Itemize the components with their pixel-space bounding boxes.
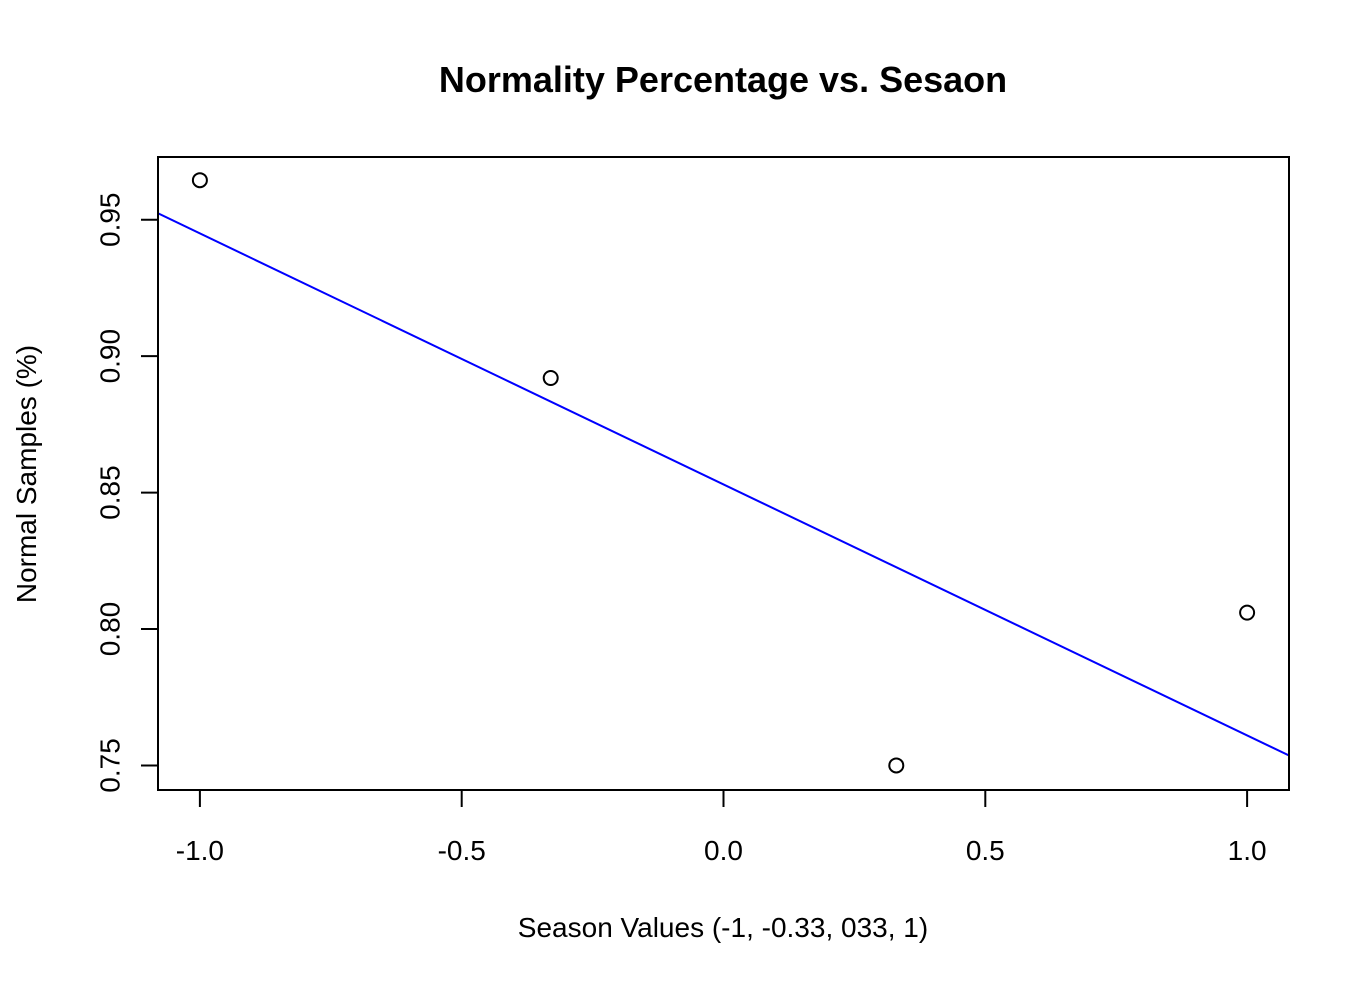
- plot-frame: [157, 156, 1290, 791]
- data-point: [1239, 604, 1256, 621]
- y-tick-label: 0.75: [94, 738, 125, 793]
- y-axis: 0.75 0.80 0.85 0.90 0.95: [94, 193, 159, 793]
- y-tick-label: 0.90: [94, 329, 125, 384]
- chart-title: Normality Percentage vs. Sesaon: [439, 59, 1007, 100]
- x-tick-label: -0.5: [438, 835, 486, 866]
- fit-line: [158, 212, 1289, 757]
- x-tick-label: 0.0: [704, 835, 743, 866]
- y-tick-label: 0.95: [94, 193, 125, 248]
- y-tick-label: 0.80: [94, 602, 125, 657]
- data-point: [888, 757, 905, 774]
- x-tick-label: -1.0: [176, 835, 224, 866]
- x-tick-label: 0.5: [966, 835, 1005, 866]
- x-axis: -1.0 -0.5 0.0 0.5 1.0: [176, 789, 1267, 866]
- plot-area: [157, 156, 1290, 791]
- x-tick-label: 1.0: [1228, 835, 1267, 866]
- data-point: [542, 370, 559, 387]
- x-axis-label: Season Values (-1, -0.33, 033, 1): [518, 912, 928, 943]
- y-tick-label: 0.85: [94, 465, 125, 519]
- y-axis-label: Normal Samples (%): [11, 345, 42, 603]
- data-point: [191, 172, 208, 189]
